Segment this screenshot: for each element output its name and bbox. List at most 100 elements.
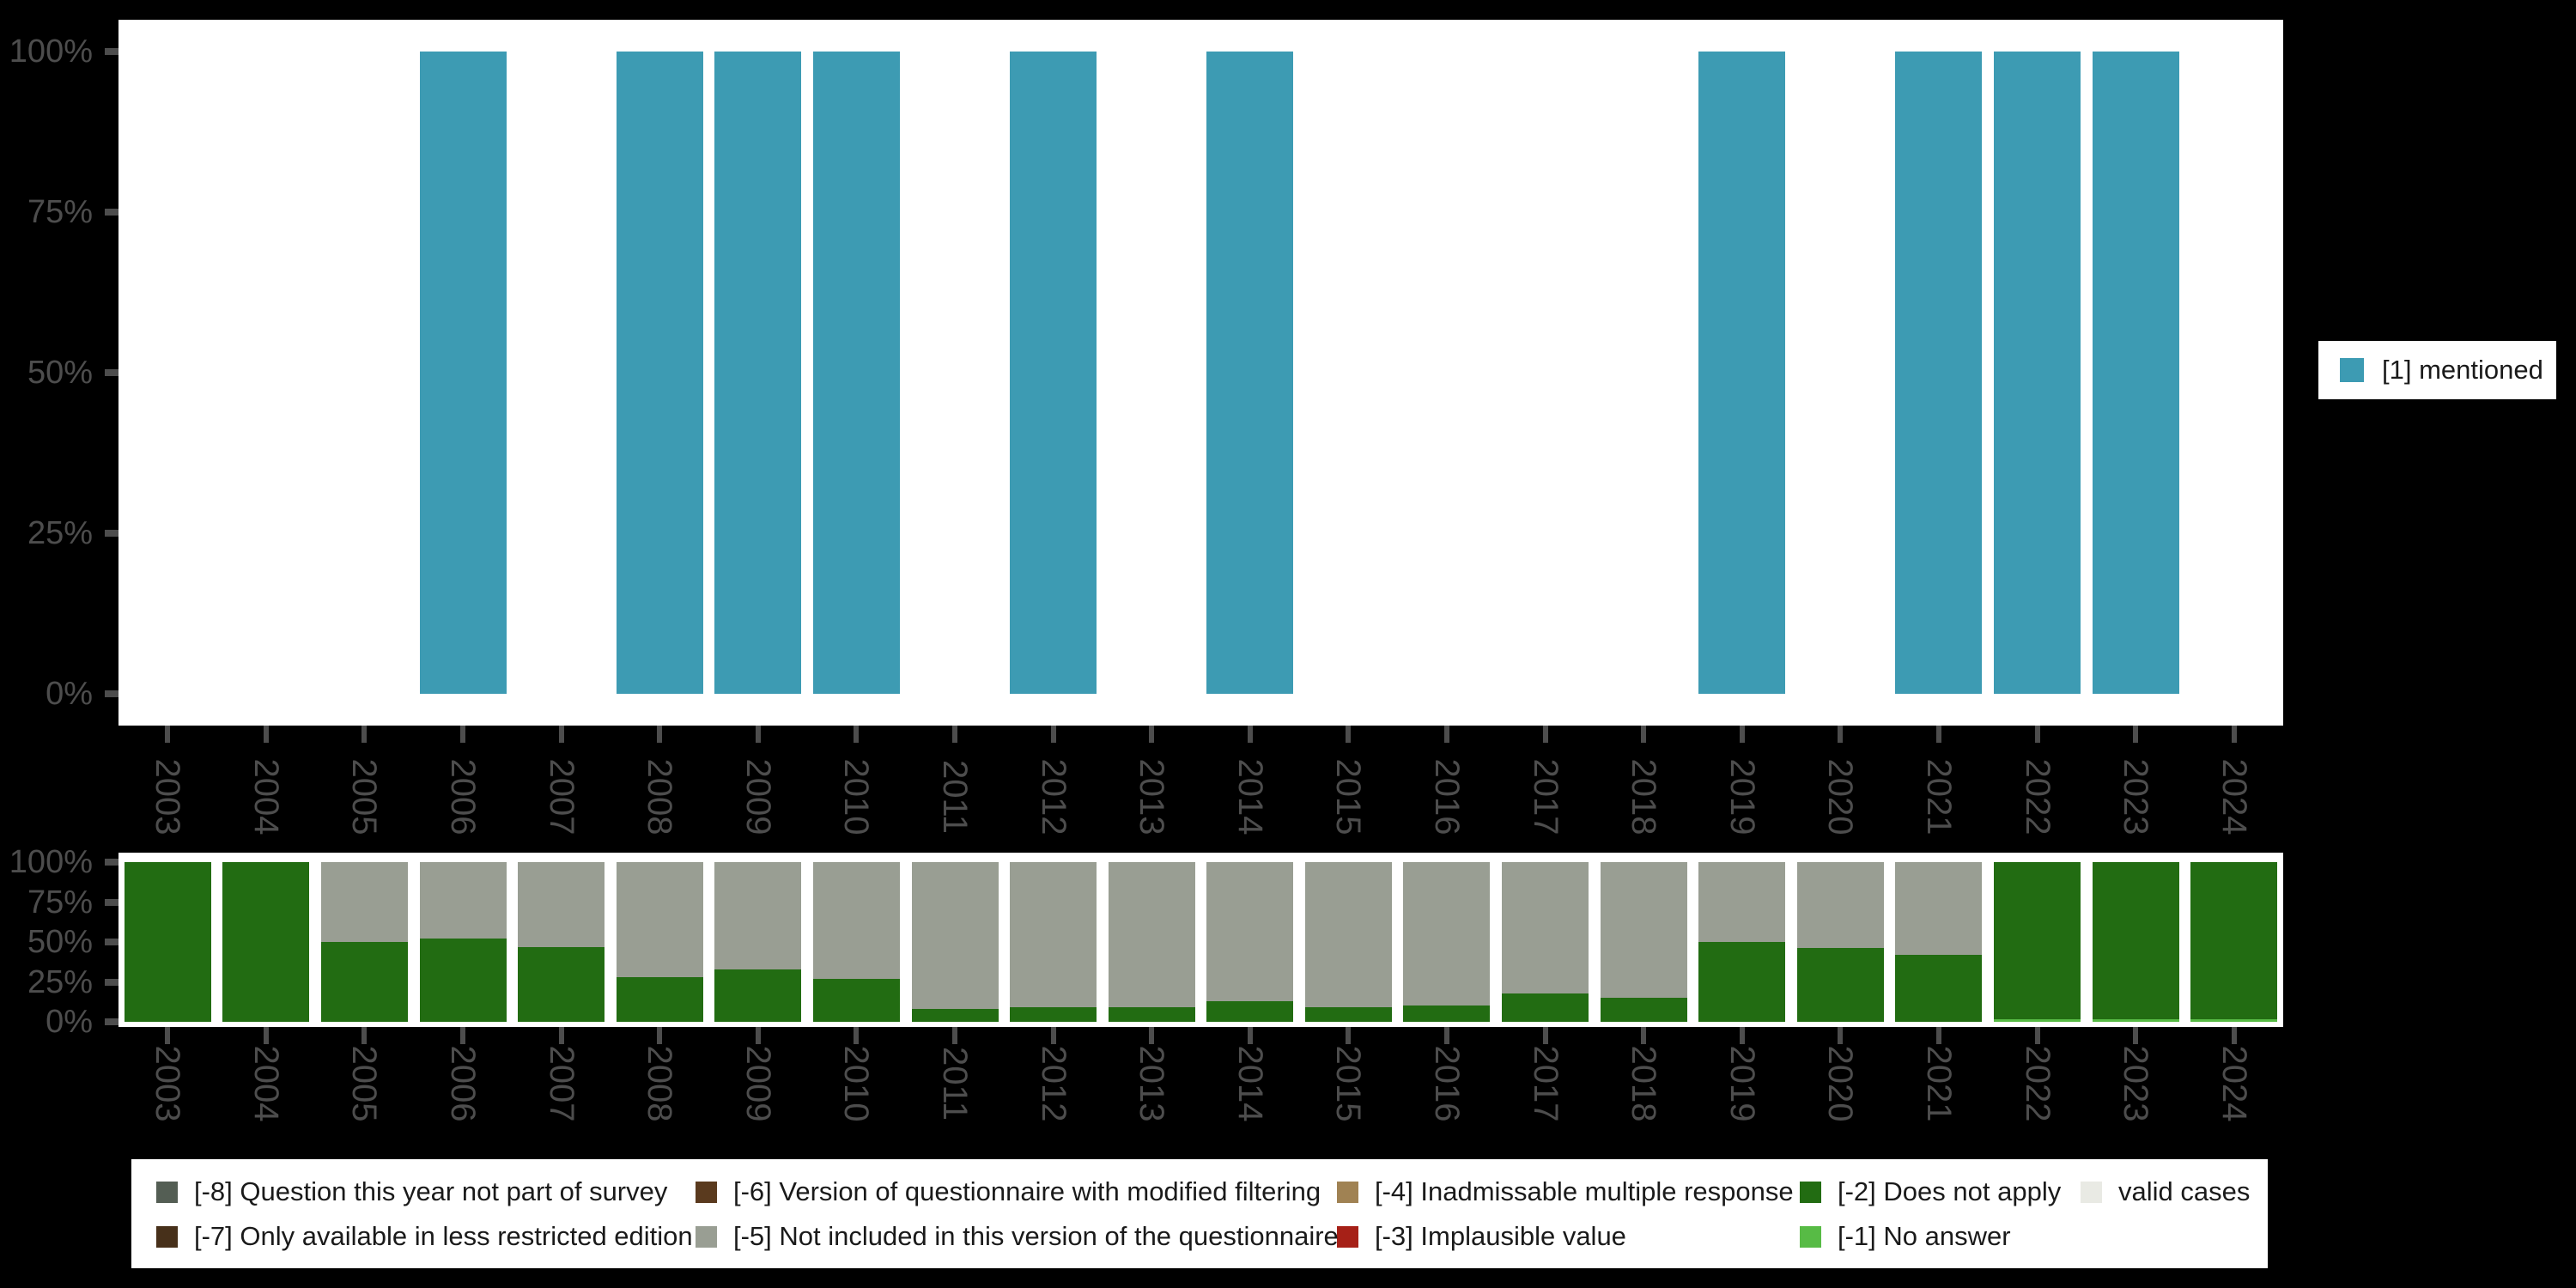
- legend-swatch: [156, 1225, 178, 1248]
- legend-item-label: valid cases: [2118, 1176, 2251, 1206]
- bar-segment: [419, 52, 507, 694]
- bar-segment: [1403, 862, 1491, 1006]
- x-tick-label: 2011: [936, 1046, 975, 1121]
- x-tick-mark: [165, 1027, 171, 1044]
- x-tick-mark: [952, 1027, 958, 1044]
- legend-item-label: [-3] Implausible value: [1375, 1221, 1626, 1251]
- bar-segment: [714, 862, 802, 969]
- bar-segment: [2092, 1019, 2179, 1022]
- x-tick-mark: [1739, 726, 1745, 743]
- bar-segment: [518, 946, 605, 1022]
- bar-segment: [616, 976, 703, 1022]
- x-tick-mark: [2034, 726, 2040, 743]
- bar-segment: [2092, 862, 2179, 1020]
- x-tick-mark: [1149, 726, 1155, 743]
- bar-segment: [1108, 1007, 1195, 1022]
- y-tick-label: 0%: [46, 1004, 93, 1040]
- bar-segment: [714, 969, 802, 1022]
- bar-segment: [1600, 998, 1687, 1022]
- x-tick-label: 2022: [2019, 1045, 2057, 1122]
- x-tick-label: 2009: [739, 1045, 778, 1122]
- x-tick-label: 2023: [2117, 1045, 2155, 1122]
- bar-segment: [714, 52, 802, 694]
- bar-segment: [812, 862, 900, 979]
- bar-segment: [320, 942, 408, 1022]
- bar-segment: [1796, 948, 1884, 1022]
- x-tick-mark: [952, 726, 958, 743]
- x-tick-label: 2016: [1428, 1045, 1467, 1122]
- x-tick-mark: [854, 726, 860, 743]
- y-tick-label: 100%: [9, 844, 93, 880]
- x-tick-label: 2024: [2215, 1045, 2254, 1122]
- x-tick-mark: [2133, 1027, 2139, 1044]
- y-tick-label: 100%: [9, 33, 93, 70]
- x-tick-mark: [1542, 726, 1548, 743]
- bar-segment: [1698, 862, 1786, 942]
- x-tick-mark: [1247, 726, 1253, 743]
- bar-segment: [1994, 862, 2081, 1020]
- x-tick-label: 2013: [1133, 1045, 1171, 1122]
- bar-segment: [1698, 52, 1786, 694]
- bar-segment: [1698, 942, 1786, 1022]
- x-tick-mark: [1838, 726, 1844, 743]
- legend-item-label: [-7] Only available in less restricted e…: [194, 1221, 693, 1251]
- bar-segment: [1994, 1019, 2081, 1022]
- y-tick-mark: [105, 859, 118, 866]
- y-tick-label: 75%: [27, 884, 93, 920]
- y-tick-label: 25%: [27, 963, 93, 1000]
- mentioned-legend-label: [1] mentioned: [2382, 355, 2543, 385]
- bar-segment: [1304, 862, 1392, 1008]
- x-tick-mark: [1935, 1027, 1941, 1044]
- bar-segment: [1403, 1005, 1491, 1022]
- legend-swatch: [1337, 1181, 1358, 1203]
- x-tick-mark: [263, 726, 269, 743]
- bar-segment: [812, 978, 900, 1022]
- y-tick-mark: [105, 978, 118, 986]
- x-tick-label: 2004: [247, 1045, 286, 1122]
- x-tick-mark: [1346, 1027, 1352, 1044]
- x-tick-mark: [361, 726, 368, 743]
- legend-item: [-1] No answer: [1800, 1218, 2011, 1255]
- x-tick-mark: [2133, 726, 2139, 743]
- bar-segment: [222, 862, 310, 1022]
- bar-segment: [419, 939, 507, 1022]
- x-tick-label: 2007: [543, 1045, 581, 1122]
- x-tick-mark: [1443, 1027, 1449, 1044]
- legend-item: valid cases: [2081, 1173, 2250, 1211]
- x-tick-mark: [165, 726, 171, 743]
- bar-segment: [1206, 862, 1294, 1001]
- y-tick-label: 0%: [46, 676, 93, 712]
- bar-segment: [911, 1009, 999, 1022]
- x-tick-label: 2012: [1035, 1045, 1073, 1122]
- legend-item-label: [-6] Version of questionnaire with modif…: [733, 1176, 1321, 1206]
- bar-segment: [1010, 862, 1097, 1008]
- bar-segment: [1108, 862, 1195, 1008]
- legend-swatch: [696, 1225, 717, 1248]
- legend-item-label: [-5] Not included in this version of the…: [733, 1221, 1339, 1251]
- x-tick-mark: [558, 726, 564, 743]
- bar-segment: [1796, 862, 1884, 949]
- legend-item: [-3] Implausible value: [1337, 1218, 1626, 1255]
- bar-segment: [1010, 1007, 1097, 1022]
- bar-segment: [320, 862, 408, 942]
- x-tick-mark: [558, 1027, 564, 1044]
- x-tick-label: 2005: [345, 1045, 384, 1122]
- y-tick-mark: [105, 939, 118, 945]
- bar-segment: [911, 862, 999, 1010]
- bar-segment: [2092, 52, 2179, 694]
- mentioned-legend: [1] mentioned: [2318, 341, 2556, 399]
- x-tick-mark: [361, 1027, 368, 1044]
- bar-segment: [1600, 862, 1687, 999]
- legend-item-label: [-8] Question this year not part of surv…: [194, 1176, 668, 1206]
- x-tick-mark: [263, 1027, 269, 1044]
- x-tick-mark: [1443, 726, 1449, 743]
- bar-segment: [1502, 862, 1589, 993]
- legend-item: [-5] Not included in this version of the…: [696, 1218, 1339, 1255]
- x-tick-mark: [1641, 1027, 1647, 1044]
- bar-segment: [1895, 52, 1983, 694]
- bar-segment: [2190, 1019, 2278, 1022]
- y-tick-label: 75%: [27, 194, 93, 230]
- x-tick-label: 2006: [444, 1045, 483, 1122]
